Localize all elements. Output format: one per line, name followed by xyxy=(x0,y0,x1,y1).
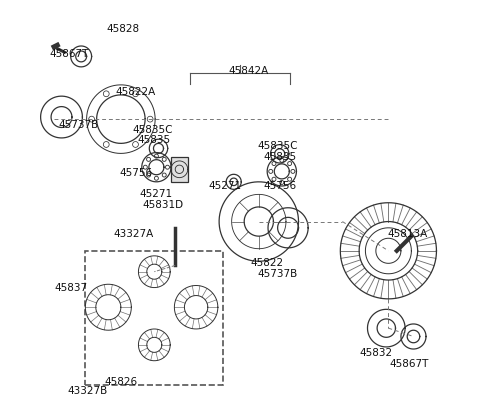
Text: 45835: 45835 xyxy=(138,135,171,145)
Text: 45835: 45835 xyxy=(263,152,296,162)
Text: 45831D: 45831D xyxy=(142,200,183,210)
Text: 45837: 45837 xyxy=(54,283,87,293)
Text: 45867T: 45867T xyxy=(50,49,89,59)
Text: 45867T: 45867T xyxy=(390,359,429,369)
Text: 45842A: 45842A xyxy=(228,66,268,76)
Text: 45835C: 45835C xyxy=(132,125,172,135)
Text: 45271: 45271 xyxy=(140,189,173,199)
Text: 45271: 45271 xyxy=(209,181,242,191)
Text: 43327B: 43327B xyxy=(67,386,108,396)
Text: 45813A: 45813A xyxy=(387,229,427,239)
Text: 45828: 45828 xyxy=(107,24,140,34)
Text: 45822: 45822 xyxy=(251,258,284,268)
Bar xyxy=(171,157,188,182)
Text: 45826: 45826 xyxy=(104,377,137,387)
Bar xyxy=(85,251,223,385)
Text: 45756: 45756 xyxy=(119,168,152,178)
Text: 43327A: 43327A xyxy=(113,229,154,239)
Text: 45756: 45756 xyxy=(263,181,296,191)
Text: 45832: 45832 xyxy=(360,348,393,358)
Text: 45737B: 45737B xyxy=(58,120,98,130)
Text: 45835C: 45835C xyxy=(257,141,298,151)
Text: 45822A: 45822A xyxy=(115,87,156,97)
Text: 45737B: 45737B xyxy=(257,269,298,279)
